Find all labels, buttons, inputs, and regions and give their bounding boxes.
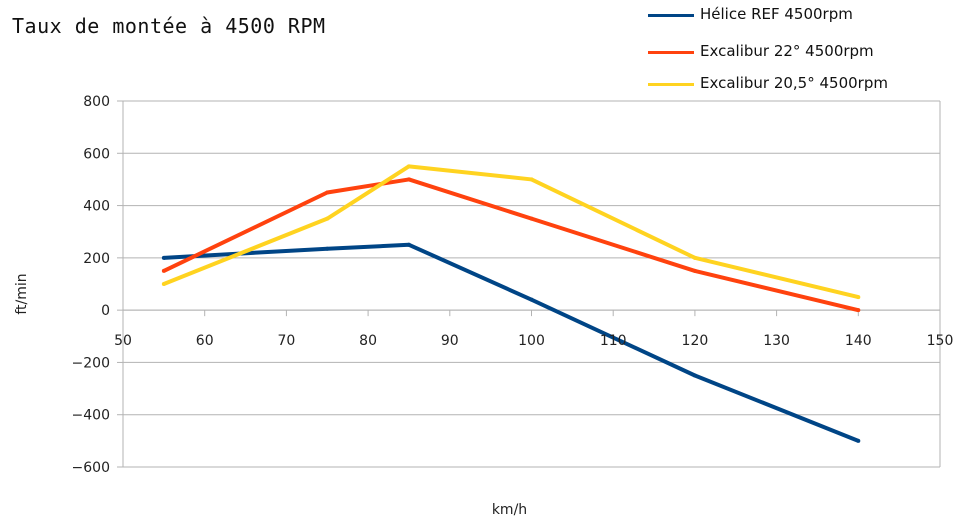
data-point-helice-ref (529, 297, 534, 302)
tick-label-x: 50 (114, 333, 132, 349)
label-layer: −600 −400 −200 0 200 400 600 800 50 60 70 80 90 100 11… (14, 94, 953, 518)
data-point-excalibur-22 (529, 216, 534, 221)
tick-label-x: 90 (441, 333, 459, 349)
legend-label-helice-ref: Hélice REF 4500rpm (700, 5, 853, 23)
chart-title: Taux de montée à 4500 RPM (12, 14, 326, 38)
tick-label-y: 600 (83, 146, 110, 162)
tick-label-x: 140 (845, 333, 872, 349)
data-point-helice-ref (692, 373, 697, 378)
data-point-helice-ref (856, 438, 861, 443)
legend-swatch-excalibur-20-5 (648, 83, 694, 86)
data-point-helice-ref (325, 246, 330, 251)
legend-label-excalibur-22: Excalibur 22° 4500rpm (700, 42, 874, 60)
tick-label-x: 60 (196, 333, 214, 349)
series-line-excalibur-22 (162, 177, 859, 313)
tick-label-x: 130 (763, 333, 790, 349)
tick-label-y: −400 (72, 408, 110, 424)
data-point-excalibur-20-5 (692, 255, 697, 260)
tick-label-x: 80 (359, 333, 377, 349)
tick-label-x: 70 (277, 333, 295, 349)
axis-title-x: km/h (492, 502, 527, 518)
axis-layer (117, 100, 941, 468)
data-point-excalibur-20-5 (406, 164, 411, 169)
series-layer (161, 164, 861, 443)
data-point-excalibur-20-5 (529, 177, 534, 182)
series-line-excalibur-20-5 (163, 164, 859, 300)
legend-swatch-excalibur-22 (648, 51, 694, 54)
tick-label-x: 150 (927, 333, 954, 349)
tick-label-y: 400 (83, 199, 110, 215)
data-point-excalibur-22 (325, 190, 330, 195)
tick-label-y: 200 (83, 251, 110, 267)
tick-label-y: −200 (72, 355, 110, 371)
series-line-helice-ref (163, 242, 860, 443)
data-point-excalibur-20-5 (161, 282, 166, 286)
tick-label-x: 110 (600, 333, 627, 349)
data-point-excalibur-22 (692, 268, 697, 273)
tick-label-x: 100 (518, 333, 545, 349)
tick-label-y: −600 (72, 460, 110, 476)
data-point-excalibur-22 (856, 308, 861, 313)
tick-label-y: 0 (101, 303, 110, 319)
data-point-helice-ref (161, 255, 166, 260)
data-point-excalibur-22 (406, 177, 411, 182)
tick-label-x: 120 (682, 333, 709, 349)
data-point-excalibur-20-5 (325, 216, 330, 221)
data-point-helice-ref (406, 242, 411, 247)
data-point-excalibur-20-5 (856, 295, 861, 300)
axis-title-y: ft/min (14, 273, 30, 314)
tick-label-y: 800 (83, 94, 110, 110)
data-point-excalibur-22 (161, 268, 166, 273)
legend-swatch-helice-ref (648, 14, 694, 17)
legend-label-excalibur-20-5: Excalibur 20,5° 4500rpm (700, 74, 888, 92)
grid-layer (123, 100, 940, 468)
